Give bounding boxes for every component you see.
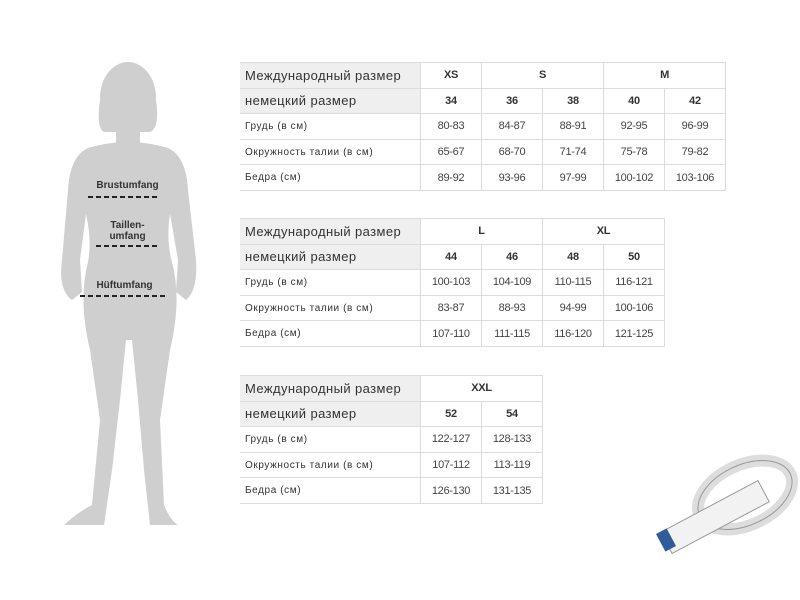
size-cell: 36 [481, 87, 543, 115]
size-cell: 48 [542, 243, 604, 271]
size-cell: 107-110 [420, 320, 482, 347]
size-cell: 122-127 [420, 426, 482, 453]
size-row: Грудь (в см) 80-83 84-87 88-91 92-95 96-99 [240, 113, 726, 140]
size-cell: 71-74 [542, 138, 604, 166]
size-cell: 42 [664, 87, 726, 115]
size-cell: 40 [603, 87, 665, 115]
row-label: Окружность талии (в см) [240, 451, 421, 479]
row-label: Международный размер [240, 375, 421, 402]
row-label: Грудь (в см) [240, 113, 421, 140]
bust-label: Brustumfang [96, 180, 159, 191]
tape-measure [656, 454, 799, 555]
row-label: Бедра (см) [240, 164, 421, 191]
size-row: Окружность талии (в см) 65-67 68-70 71-74 75… [240, 138, 726, 166]
size-cell: 44 [420, 243, 482, 271]
size-cell: 100-103 [420, 269, 482, 296]
size-cell: 96-99 [664, 113, 726, 140]
size-cell: 128-133 [481, 426, 543, 453]
row-label: немецкий размер [240, 400, 421, 428]
size-table: Международный размер XXL немецкий размер 52… [240, 375, 543, 504]
size-cell: 80-83 [420, 113, 482, 140]
size-row: Бедра (см) 126-130 131-135 [240, 477, 543, 504]
row-label: Грудь (в см) [240, 426, 421, 453]
size-cell: 113-119 [481, 451, 543, 479]
size-cell: 88-91 [542, 113, 604, 140]
row-label: Бедра (см) [240, 477, 421, 504]
size-header: XL [542, 218, 665, 245]
size-cell: 79-82 [664, 138, 726, 166]
size-cell: 100-106 [603, 294, 665, 322]
size-cell: 121-125 [603, 320, 665, 347]
size-cell: 103-106 [664, 164, 726, 191]
row-label: немецкий размер [240, 87, 421, 115]
size-cell: 83-87 [420, 294, 482, 322]
size-cell: 34 [420, 87, 482, 115]
row-label: Бедра (см) [240, 320, 421, 347]
hip-label: Hüftumfang [96, 280, 153, 291]
size-cell: 126-130 [420, 477, 482, 504]
header-row: Международный размер XS S M [240, 62, 726, 89]
size-cell: 104-109 [481, 269, 543, 296]
size-cell: 116-121 [603, 269, 665, 296]
size-header: XS [420, 62, 482, 89]
size-row: Окружность талии (в см) 83-87 88-93 94-99 10… [240, 294, 665, 322]
size-header: S [481, 62, 604, 89]
silhouette [61, 62, 197, 525]
size-header: L [420, 218, 543, 245]
size-cell: 75-78 [603, 138, 665, 166]
size-cell: 111-115 [481, 320, 543, 347]
measure-lines [80, 196, 166, 297]
size-cell: 50 [603, 243, 665, 271]
row-label: Окружность талии (в см) [240, 294, 421, 322]
size-row: Окружность талии (в см) 107-112 113-119 [240, 451, 543, 479]
row-label: Окружность талии (в см) [240, 138, 421, 166]
size-row: Грудь (в см) 122-127 128-133 [240, 426, 543, 453]
size-cell: 94-99 [542, 294, 604, 322]
row-label: Международный размер [240, 62, 421, 89]
size-cell: 88-93 [481, 294, 543, 322]
header-row: Международный размер XXL [240, 375, 543, 402]
waist-label-line: Taillen- [110, 220, 145, 231]
size-cell: 97-99 [542, 164, 604, 191]
row-label: немецкий размер [240, 243, 421, 271]
size-row: Грудь (в см) 100-103 104-109 110-115 116-121 [240, 269, 665, 296]
size-cell: 93-96 [481, 164, 543, 191]
size-cell: 38 [542, 87, 604, 115]
size-row: немецкий размер 44 46 48 50 [240, 243, 665, 271]
size-cell: 110-115 [542, 269, 604, 296]
size-cell: 46 [481, 243, 543, 271]
size-cell: 116-120 [542, 320, 604, 347]
waist-label: Taillen- umfang [80, 220, 175, 242]
size-cell: 107-112 [420, 451, 482, 479]
row-label: Международный размер [240, 218, 421, 245]
size-table: Международный размер L XL немецкий размер 44… [240, 218, 665, 347]
size-cell: 89-92 [420, 164, 482, 191]
size-row: немецкий размер 52 54 [240, 400, 543, 428]
size-cell: 100-102 [603, 164, 665, 191]
size-cell: 68-70 [481, 138, 543, 166]
size-row: Бедра (см) 89-92 93-96 97-99 100-102 103-106 [240, 164, 726, 191]
header-row: Международный размер L XL [240, 218, 665, 245]
size-cell: 131-135 [481, 477, 543, 504]
size-cell: 92-95 [603, 113, 665, 140]
size-cell: 65-67 [420, 138, 482, 166]
waist-label-line: umfang [109, 231, 146, 242]
size-row: Бедра (см) 107-110 111-115 116-120 121-125 [240, 320, 665, 347]
size-cell: 52 [420, 400, 482, 428]
size-row: немецкий размер 34 36 38 40 42 [240, 87, 726, 115]
size-cell: 84-87 [481, 113, 543, 140]
size-header: M [603, 62, 726, 89]
size-header: XXL [420, 375, 543, 402]
size-cell: 54 [481, 400, 543, 428]
row-label: Грудь (в см) [240, 269, 421, 296]
